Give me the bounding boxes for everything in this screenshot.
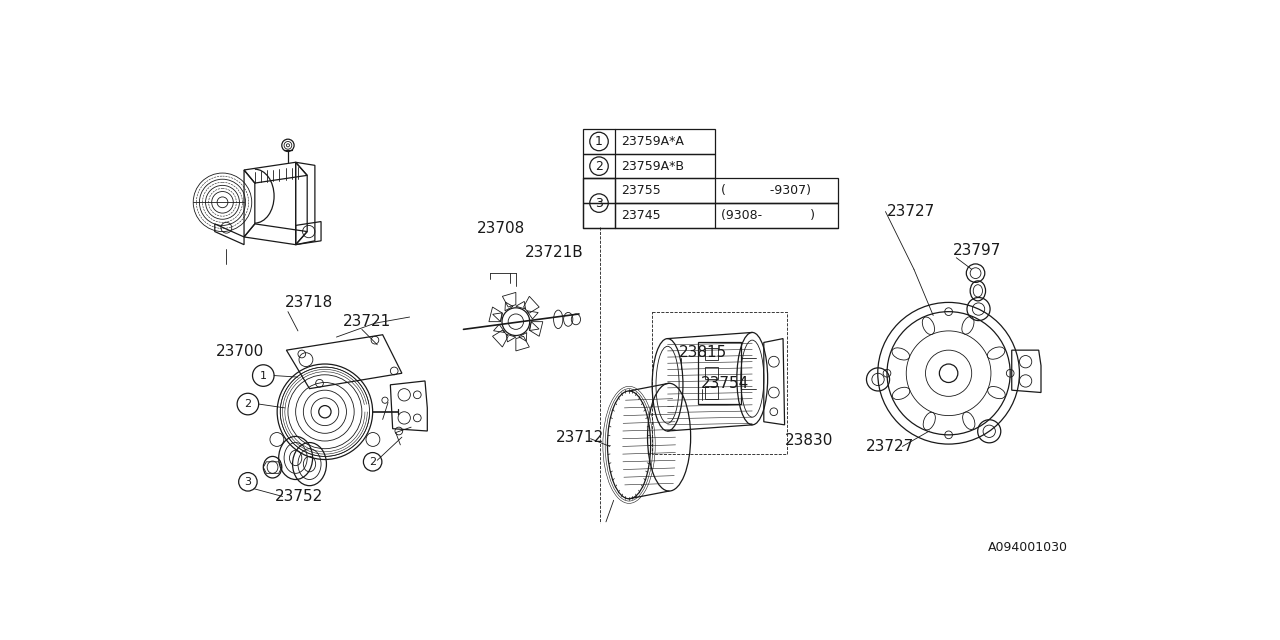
Text: 23727: 23727 bbox=[887, 204, 936, 219]
Bar bbox=[704, 367, 718, 380]
Text: 23727: 23727 bbox=[865, 439, 914, 454]
Text: 23815: 23815 bbox=[680, 345, 727, 360]
Text: 23745: 23745 bbox=[621, 209, 660, 222]
Text: 2: 2 bbox=[369, 457, 376, 467]
Text: 23718: 23718 bbox=[285, 295, 333, 310]
Bar bbox=[582, 203, 838, 228]
Text: 23700: 23700 bbox=[215, 344, 264, 359]
Bar bbox=[582, 179, 838, 203]
Text: 1: 1 bbox=[595, 135, 603, 148]
Text: A094001030: A094001030 bbox=[988, 541, 1068, 554]
Bar bbox=[582, 129, 716, 154]
Text: 23830: 23830 bbox=[786, 433, 833, 448]
Text: 1: 1 bbox=[260, 371, 266, 381]
Text: 23721B: 23721B bbox=[525, 245, 584, 260]
Text: 3: 3 bbox=[595, 196, 603, 209]
Bar bbox=[704, 387, 718, 399]
Text: 2: 2 bbox=[244, 399, 251, 409]
Text: 2: 2 bbox=[595, 159, 603, 173]
Bar bbox=[582, 154, 716, 179]
Text: 23752: 23752 bbox=[275, 489, 323, 504]
Text: 23708: 23708 bbox=[477, 221, 526, 236]
Text: (9308-            ): (9308- ) bbox=[722, 209, 815, 222]
Text: 23754: 23754 bbox=[700, 376, 749, 391]
Text: 23721: 23721 bbox=[343, 314, 390, 329]
Text: 23759A*A: 23759A*A bbox=[621, 135, 685, 148]
Bar bbox=[704, 348, 718, 360]
Text: 23755: 23755 bbox=[621, 184, 660, 197]
Bar bbox=[652, 312, 787, 454]
Text: (           -9307): ( -9307) bbox=[722, 184, 812, 197]
Text: 23712: 23712 bbox=[556, 429, 604, 445]
Text: 23759A*B: 23759A*B bbox=[621, 159, 685, 173]
Bar bbox=[699, 342, 741, 404]
Text: 3: 3 bbox=[244, 477, 251, 487]
Text: 23797: 23797 bbox=[952, 243, 1001, 257]
